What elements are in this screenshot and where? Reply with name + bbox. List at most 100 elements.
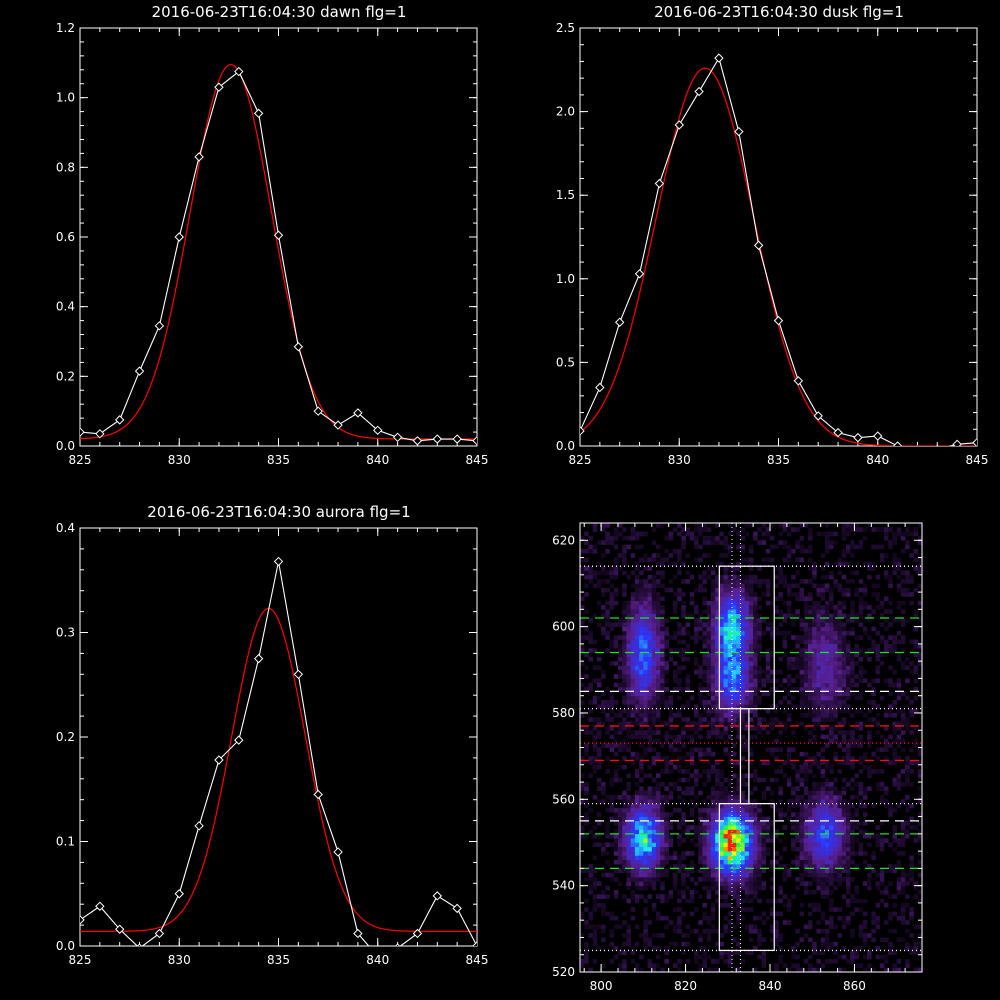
image-pixel	[656, 691, 661, 696]
image-pixel	[917, 859, 922, 865]
image-pixel	[681, 527, 686, 532]
image-pixel	[694, 635, 699, 640]
data-point-diamond	[392, 432, 403, 442]
image-pixel	[748, 600, 754, 606]
image-pixel	[816, 613, 821, 619]
image-pixel	[732, 907, 737, 912]
image-pixel	[723, 579, 729, 584]
image-pixel	[824, 816, 830, 822]
image-pixel	[622, 600, 627, 606]
image-pixel	[651, 527, 657, 532]
image-pixel	[681, 656, 686, 662]
image-pixel	[685, 941, 691, 947]
image-pixel	[803, 851, 809, 856]
image-pixel	[643, 661, 648, 666]
image-pixel	[799, 700, 805, 705]
image-pixel	[618, 665, 623, 671]
image-pixel	[698, 687, 703, 692]
image-pixel	[774, 747, 779, 753]
image-pixel	[706, 566, 712, 571]
image-pixel	[609, 574, 615, 580]
image-pixel	[786, 583, 792, 589]
image-pixel	[651, 902, 657, 908]
image-pixel	[668, 656, 674, 662]
image-pixel	[639, 842, 644, 848]
image-pixel	[588, 700, 593, 705]
image-pixel	[584, 583, 589, 589]
image-pixel	[858, 782, 864, 787]
image-pixel	[647, 937, 653, 943]
image-pixel	[660, 915, 665, 921]
image-pixel	[820, 652, 826, 658]
data-point-diamond	[234, 735, 244, 745]
image-pixel	[913, 548, 919, 554]
image-pixel	[757, 540, 762, 545]
image-pixel	[626, 941, 631, 947]
image-pixel	[647, 820, 653, 826]
image-pixel	[761, 950, 767, 956]
image-pixel	[778, 816, 783, 822]
image-pixel	[710, 639, 716, 645]
image-pixel	[702, 959, 707, 964]
image-pixel	[803, 687, 809, 692]
image-pixel	[681, 829, 686, 835]
image-pixel	[732, 682, 737, 688]
image-pixel	[765, 648, 771, 653]
image-pixel	[660, 812, 665, 817]
image-pixel	[715, 592, 720, 597]
image-pixel	[634, 531, 640, 537]
image-pixel	[846, 678, 851, 684]
image-pixel	[622, 846, 627, 852]
image-pixel	[799, 816, 805, 822]
image-pixel	[694, 794, 699, 800]
image-pixel	[803, 760, 809, 766]
image-pixel	[875, 656, 881, 662]
image-pixel	[740, 687, 745, 692]
image-pixel	[820, 756, 826, 761]
image-pixel	[816, 695, 821, 701]
image-pixel	[660, 721, 665, 727]
image-pixel	[795, 786, 800, 791]
image-pixel	[757, 617, 762, 623]
image-pixel	[808, 902, 813, 908]
image-pixel	[639, 661, 644, 666]
image-pixel	[622, 592, 627, 597]
image-pixel	[647, 825, 653, 830]
image-pixel	[841, 855, 847, 861]
image-pixel	[744, 717, 750, 722]
image-pixel	[748, 635, 754, 640]
image-pixel	[706, 877, 712, 882]
image-pixel	[829, 635, 834, 640]
image-pixel	[799, 652, 805, 658]
image-pixel	[850, 527, 855, 532]
image-pixel	[867, 617, 872, 623]
image-pixel	[740, 635, 745, 640]
image-pixel	[651, 712, 657, 718]
image-pixel	[698, 937, 703, 943]
data-point-diamond	[813, 411, 823, 421]
image-pixel	[799, 769, 805, 774]
image-pixel	[732, 803, 737, 809]
image-pixel	[799, 674, 805, 679]
image-pixel	[816, 877, 821, 882]
image-pixel	[791, 760, 796, 766]
image-pixel	[858, 587, 864, 593]
image-pixel	[782, 825, 788, 830]
image-pixel	[753, 825, 758, 830]
image-pixel	[639, 678, 644, 684]
image-pixel	[736, 842, 741, 848]
image-pixel	[884, 738, 889, 744]
image-pixel	[651, 687, 657, 692]
image-pixel	[634, 877, 640, 882]
image-pixel	[609, 743, 615, 748]
image-pixel	[605, 825, 610, 830]
image-pixel	[732, 527, 737, 532]
image-pixel	[596, 730, 602, 735]
image-pixel	[715, 695, 720, 701]
image-pixel	[651, 838, 657, 843]
image-pixel	[660, 807, 665, 813]
image-pixel	[748, 881, 754, 886]
image-pixel	[596, 747, 602, 753]
image-pixel	[727, 902, 733, 908]
image-pixel	[664, 829, 669, 835]
